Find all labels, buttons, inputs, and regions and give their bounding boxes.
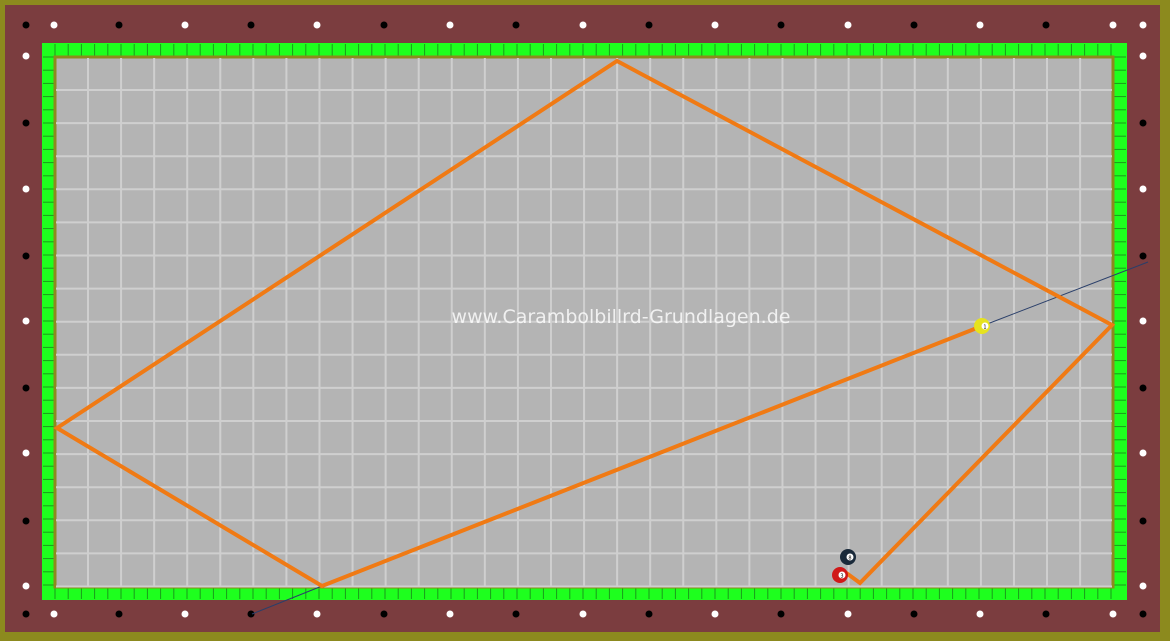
- yellow-ball[interactable]: 1: [974, 318, 990, 334]
- cushion-segments: [43, 44, 1126, 599]
- diamond: [976, 610, 984, 618]
- diamond: [976, 21, 984, 29]
- corner-diamond: [1139, 610, 1147, 618]
- diamond: [22, 449, 30, 457]
- ball-path: [53, 58, 1116, 589]
- diamond: [1139, 52, 1147, 60]
- diamond: [1139, 119, 1147, 127]
- diamond: [1139, 384, 1147, 392]
- diamond: [22, 185, 30, 193]
- diamond: [115, 610, 123, 618]
- ball-number: 3: [840, 574, 843, 580]
- diamond: [22, 252, 30, 260]
- black-ball[interactable]: 8: [840, 549, 856, 565]
- aim-line-right: [981, 261, 1149, 327]
- diamond: [380, 21, 388, 29]
- diamond: [313, 610, 321, 618]
- diamond: [844, 610, 852, 618]
- corner-diamond: [22, 610, 30, 618]
- diamond: [115, 21, 123, 29]
- watermark: www.Carambolbillrd-Grundlagen.de: [451, 306, 791, 328]
- diamond: [446, 21, 454, 29]
- diamond: [579, 21, 587, 29]
- felt-grid: [56, 58, 1112, 588]
- diamond: [1109, 21, 1117, 29]
- diamond: [1139, 582, 1147, 590]
- red-ball[interactable]: 3: [832, 567, 848, 583]
- diamond: [1042, 610, 1050, 618]
- diamond: [380, 610, 388, 618]
- diamond: [22, 119, 30, 127]
- ball-number: 8: [848, 556, 851, 562]
- diamond: [247, 21, 255, 29]
- diamond: [645, 21, 653, 29]
- ball-number: 1: [983, 325, 986, 331]
- diamond: [1139, 517, 1147, 525]
- diamond: [579, 610, 587, 618]
- diamond: [446, 610, 454, 618]
- corner-diamond: [22, 21, 30, 29]
- diamond: [512, 21, 520, 29]
- diamond: [1109, 610, 1117, 618]
- diamonds: [22, 21, 1147, 618]
- diamond: [512, 610, 520, 618]
- diamond: [22, 317, 30, 325]
- diamond: [247, 610, 255, 618]
- diamond: [711, 21, 719, 29]
- diamond: [22, 517, 30, 525]
- diamond: [711, 610, 719, 618]
- diamond: [1139, 449, 1147, 457]
- diamond: [22, 52, 30, 60]
- diamond: [181, 610, 189, 618]
- diamond: [22, 582, 30, 590]
- diamond: [1139, 252, 1147, 260]
- diamond: [645, 610, 653, 618]
- diamond: [1042, 21, 1050, 29]
- diamond: [181, 21, 189, 29]
- diamond: [777, 21, 785, 29]
- corner-diamond: [1139, 21, 1147, 29]
- diamond: [910, 21, 918, 29]
- diamond: [22, 384, 30, 392]
- diamond: [50, 21, 58, 29]
- aim-line-bottom: [251, 585, 323, 615]
- diamond: [1139, 317, 1147, 325]
- diamond: [777, 610, 785, 618]
- diamond: [50, 610, 58, 618]
- diamond: [313, 21, 321, 29]
- diamond: [844, 21, 852, 29]
- diamond: [910, 610, 918, 618]
- diamond: [1139, 185, 1147, 193]
